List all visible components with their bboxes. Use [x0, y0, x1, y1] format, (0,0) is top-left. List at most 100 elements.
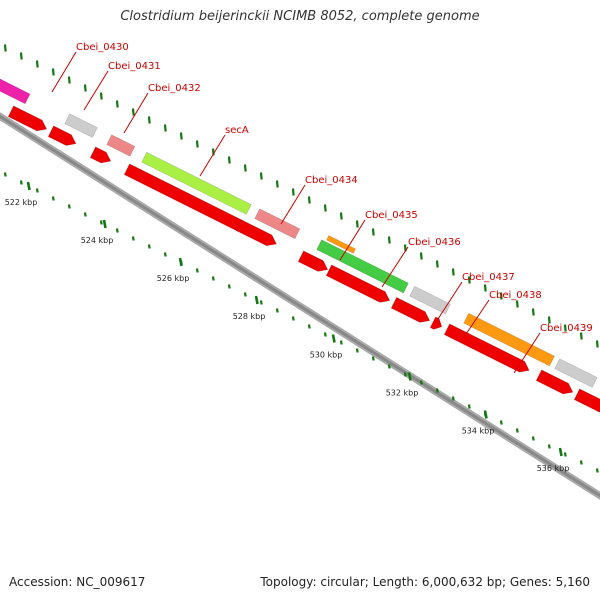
minor-tick-mark: [35, 188, 39, 193]
label-leader-line: [280, 184, 306, 225]
label-leader-line: [123, 92, 149, 134]
minor-tick-mark: [19, 180, 23, 185]
minor-tick-mark: [355, 348, 359, 353]
gene-block[interactable]: [316, 239, 409, 294]
minor-tick-mark: [227, 284, 231, 289]
gene-tick-mark: [371, 228, 375, 236]
gene-tick-mark: [259, 172, 263, 180]
gene-tick-mark: [307, 196, 311, 204]
minor-tick-mark: [547, 444, 551, 449]
minor-tick-mark: [371, 356, 375, 361]
accession-text: Accession: NC_009617: [9, 575, 146, 589]
gene-tick-mark: [179, 132, 183, 140]
gene-block[interactable]: [554, 358, 598, 388]
gene-tick-mark: [547, 316, 551, 324]
cds-arrow[interactable]: [297, 250, 330, 275]
minor-tick-mark: [499, 420, 503, 425]
scale-label: 522 kbp: [5, 198, 38, 207]
gene-label[interactable]: secA: [225, 125, 249, 136]
gene-block[interactable]: [64, 113, 98, 138]
label-leader-line: [513, 332, 541, 374]
gene-tick-mark: [323, 204, 327, 212]
major-tick-mark: [407, 372, 412, 381]
gene-tick-mark: [131, 108, 135, 116]
gene-tick-mark: [515, 300, 519, 308]
minor-tick-mark: [211, 276, 215, 281]
gene-label[interactable]: Cbei_0437: [462, 272, 515, 283]
gene-tick-mark: [595, 340, 599, 348]
scale-label: 534 kbp: [462, 427, 495, 436]
minor-tick-mark: [307, 324, 311, 329]
gene-tick-mark: [51, 68, 55, 76]
genome-backbone-core: [0, 114, 600, 498]
cds-arrow[interactable]: [390, 296, 432, 326]
gene-tick-mark: [163, 124, 167, 132]
minor-tick-mark: [243, 292, 247, 297]
cds-arrow[interactable]: [535, 369, 575, 398]
gene-tick-mark: [99, 92, 103, 100]
minor-tick-mark: [115, 228, 119, 233]
minor-tick-mark: [163, 252, 167, 257]
minor-tick-mark: [259, 300, 263, 305]
minor-tick-mark: [531, 436, 535, 441]
gene-label[interactable]: Cbei_0436: [408, 237, 461, 248]
scale-label: 536 kbp: [537, 464, 570, 473]
cds-arrow[interactable]: [325, 264, 392, 306]
map-title: Clostridium beijerinckii NCIMB 8052, com…: [120, 9, 480, 24]
cds-arrow[interactable]: [89, 146, 113, 167]
gene-tick-mark: [451, 268, 455, 276]
gene-tick-mark: [563, 324, 567, 332]
minor-tick-mark: [563, 452, 567, 457]
minor-tick-mark: [67, 204, 71, 209]
gene-label[interactable]: Cbei_0434: [305, 175, 358, 186]
minor-tick-mark: [403, 372, 407, 377]
minor-tick-mark: [339, 340, 343, 345]
gene-tick-mark: [83, 84, 87, 92]
major-tick-mark: [26, 181, 31, 191]
minor-tick-mark: [515, 428, 519, 433]
minor-tick-mark: [579, 460, 583, 465]
gene-tick-mark: [275, 180, 279, 188]
gene-label[interactable]: Cbei_0430: [76, 42, 129, 53]
minor-tick-mark: [3, 172, 7, 177]
minor-tick-mark: [147, 244, 151, 249]
gene-tick-mark: [531, 308, 535, 316]
minor-tick-mark: [419, 380, 423, 385]
major-tick-mark: [254, 295, 259, 305]
cds-arrow[interactable]: [7, 105, 49, 135]
gene-label[interactable]: Cbei_0438: [489, 290, 542, 301]
magenta-gene-block[interactable]: [0, 78, 31, 105]
gene-block[interactable]: [106, 134, 136, 157]
gene-block[interactable]: [463, 312, 555, 367]
gene-tick-mark: [419, 252, 423, 260]
scale-label: 532 kbp: [386, 389, 419, 398]
gene-tick-mark: [19, 52, 23, 60]
gene-label[interactable]: Cbei_0435: [365, 210, 418, 221]
cds-arrow[interactable]: [443, 323, 532, 376]
gene-block[interactable]: [409, 285, 451, 315]
label-leader-line: [199, 134, 226, 177]
cds-arrow[interactable]: [47, 125, 78, 149]
gene-label[interactable]: Cbei_0431: [108, 61, 161, 72]
minor-tick-mark: [595, 468, 599, 473]
label-leader-line: [381, 246, 409, 288]
minor-tick-mark: [83, 212, 87, 217]
scale-label: 528 kbp: [233, 312, 266, 321]
minor-tick-mark: [99, 220, 103, 225]
cds-arrow[interactable]: [573, 388, 600, 416]
gene-label[interactable]: Cbei_0432: [148, 83, 201, 94]
label-leader-line: [51, 51, 77, 93]
gene-tick-mark: [579, 332, 583, 340]
gene-block[interactable]: [326, 235, 356, 254]
scale-label: 530 kbp: [310, 351, 343, 360]
genome-stats-text: Topology: circular; Length: 6,000,632 bp…: [260, 575, 590, 589]
gene-block[interactable]: [254, 208, 301, 240]
scale-label: 526 kbp: [157, 274, 190, 283]
gene-tick-mark: [67, 76, 71, 84]
major-tick-mark: [102, 219, 107, 229]
cds-arrow[interactable]: [235, 219, 279, 250]
gene-block[interactable]: [141, 151, 252, 215]
gene-tick-mark: [435, 260, 439, 268]
gene-label[interactable]: Cbei_0439: [540, 323, 593, 334]
